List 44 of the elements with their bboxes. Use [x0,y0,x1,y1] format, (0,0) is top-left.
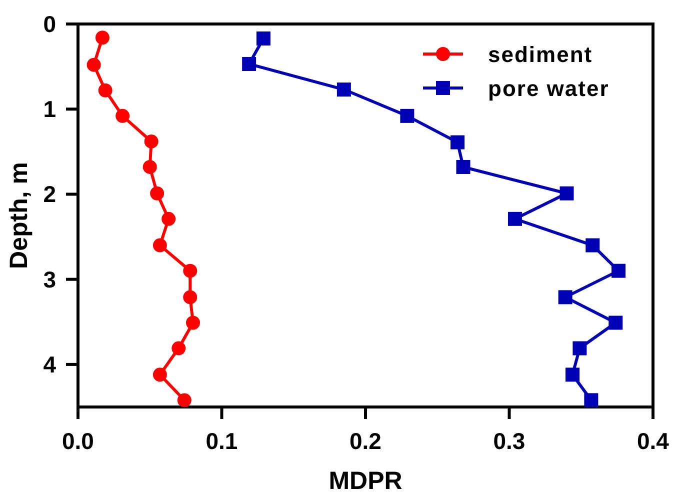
point [566,368,580,382]
point [98,83,112,98]
point [150,186,164,200]
x-tick-label: 0.4 [637,428,670,454]
x-tick-label: 0.1 [206,428,238,454]
y-tick-label: 4 [43,351,56,378]
point [152,238,167,252]
point [256,31,270,46]
point [242,57,256,71]
point [560,186,574,200]
point [508,212,522,226]
point [183,290,198,304]
point [186,316,200,330]
point [608,316,623,330]
legend-label: sediment [488,42,593,67]
x-tick-label: 0.0 [62,428,94,454]
point [183,264,198,278]
point [400,108,414,123]
point [612,264,626,278]
point [95,30,110,45]
point [144,134,158,148]
x-tick-label: 0.3 [493,428,526,454]
point [172,341,186,356]
point [177,393,192,408]
point [86,58,101,72]
point [162,212,176,226]
point [584,393,598,408]
point [456,160,470,174]
point [152,368,167,382]
legend-label: pore water [488,76,610,101]
point [336,82,351,97]
point [586,238,600,252]
x-tick-label: 0.2 [350,428,382,454]
point [572,341,587,356]
y-tick-label: 1 [43,96,56,122]
x-axis-title: MDPR [328,467,402,495]
y-tick-label: 0 [43,11,56,37]
point [116,108,130,123]
point [558,290,572,304]
point [142,160,157,174]
point [450,135,464,150]
y-axis-title: Depth, m [5,162,33,269]
y-tick-label: 3 [43,266,56,292]
y-tick-label: 2 [43,181,56,208]
